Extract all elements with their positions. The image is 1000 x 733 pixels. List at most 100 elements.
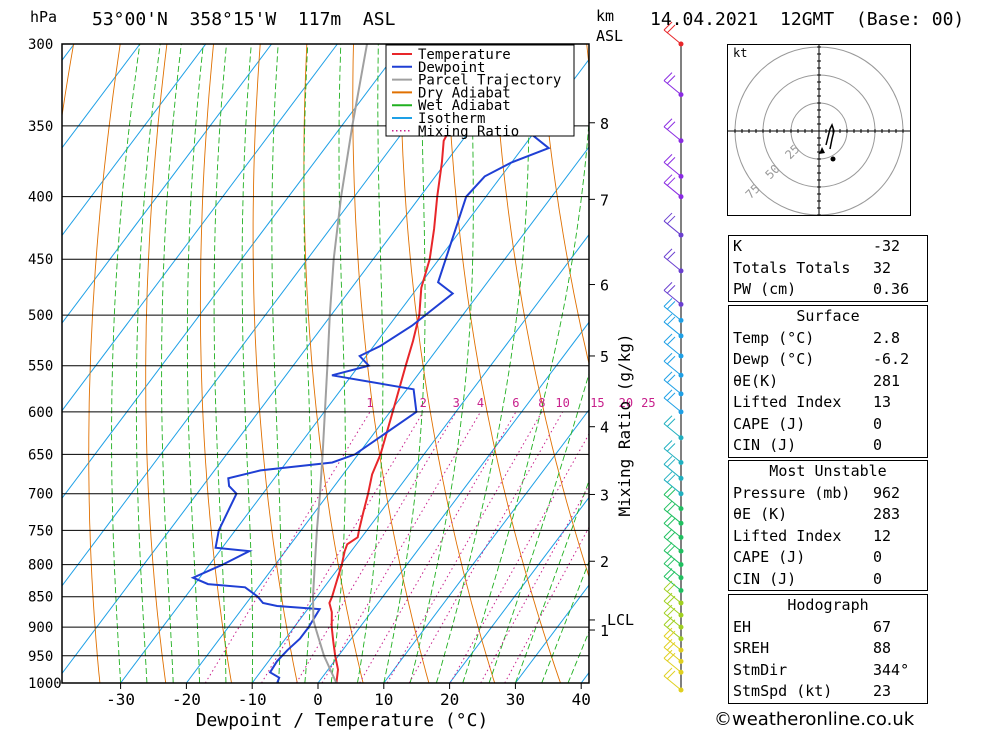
station-title: 53°00'N 358°15'W 117m ASL — [92, 9, 396, 30]
isotherm-line — [317, 321, 589, 683]
x-tick-label: -20 — [172, 690, 201, 709]
index-value: 12 — [873, 526, 892, 545]
isotherm-line — [62, 44, 207, 237]
wind-barb — [663, 212, 684, 238]
wind-barb-staff — [663, 29, 682, 45]
wind-barb-staff — [663, 624, 682, 640]
table-title: Most Unstable — [769, 462, 887, 480]
wind-barb-flag — [663, 174, 673, 184]
wind-barb — [663, 542, 684, 568]
wind-barb — [663, 313, 684, 339]
wind-barb-flag — [666, 641, 676, 651]
wind-barb — [663, 649, 684, 675]
x-axis-label: Dewpoint / Temperature (°C) — [196, 710, 489, 731]
legend-entry: Temperature — [418, 47, 511, 63]
wind-barb — [663, 154, 684, 179]
index-label: Dewp (°C) — [733, 350, 815, 368]
wind-barb-flag — [666, 285, 676, 294]
table-row: Lifted Index 13 — [729, 392, 927, 414]
wind-barb-staff — [663, 588, 682, 604]
dry-adiabat-line — [252, 44, 298, 683]
table-row: θE(K) 281 — [729, 371, 927, 393]
index-value: 0 — [873, 414, 883, 433]
mixing-ratio-label: 20 — [619, 396, 633, 410]
mixing-ratio-label: 25 — [641, 396, 655, 410]
isotherm-line — [383, 408, 589, 683]
table-row: K -32 — [729, 236, 927, 258]
wet-adiabat-line — [383, 44, 426, 683]
table-row: EH 67 — [729, 617, 927, 639]
wind-barb — [663, 528, 684, 554]
index-label: EH — [733, 617, 752, 636]
index-label: θE(K) — [733, 371, 779, 390]
wind-barb-staff — [663, 126, 682, 142]
wet-adiabat-line — [161, 44, 182, 683]
wind-barb-staff — [663, 182, 682, 198]
wind-barb-flag — [666, 177, 676, 187]
pressure-tick-label: 650 — [28, 447, 53, 463]
wind-barb-flag — [666, 458, 676, 468]
wind-barb-flag — [663, 455, 673, 465]
legend-entry: Parcel Trajectory — [418, 73, 561, 89]
wind-level-dot — [678, 647, 684, 653]
pressure-tick-label: 900 — [28, 620, 53, 636]
wind-level-dot — [678, 587, 684, 593]
wind-level-dot — [678, 506, 684, 512]
isotherm-line — [62, 44, 338, 412]
pressure-tick-label: 350 — [28, 119, 53, 135]
wind-barb-flag — [663, 568, 673, 577]
wind-barb-staff — [663, 657, 682, 673]
pressure-tick-label: 500 — [28, 308, 53, 324]
wind-barb-staff — [663, 397, 682, 413]
wind-barb-flag — [663, 542, 673, 551]
wind-barb — [663, 486, 684, 512]
wind-barb-flag — [666, 670, 676, 680]
wind-level-dot — [678, 491, 684, 497]
km-tick-label: 2 — [600, 553, 609, 571]
km-tick-label: 1 — [600, 622, 609, 640]
wind-barb-flag — [663, 313, 673, 323]
wind-level-dot — [678, 687, 684, 693]
wind-barb-flag — [663, 352, 673, 362]
wind-barb-flag — [666, 215, 676, 225]
parcel-trajectory-profile — [311, 44, 368, 683]
wind-barb — [663, 371, 684, 397]
dry-adiabat-line — [399, 44, 496, 683]
mixing-ratio-axis-label: Mixing Ratio (g/kg) — [615, 333, 634, 516]
wind-barb-flag — [663, 514, 673, 524]
wet-adiabat-line — [213, 44, 227, 683]
x-tick-label: 10 — [374, 690, 393, 709]
table-row: CAPE (J) 0 — [729, 547, 927, 569]
wind-barb-flag — [666, 443, 676, 452]
credit-label: ©weatheronline.co.uk — [714, 709, 915, 730]
mixing-ratio-label: 8 — [538, 396, 545, 410]
index-label: CIN (J) — [733, 569, 797, 588]
mixing-ratio-line — [504, 526, 589, 683]
wind-barb-flag — [666, 374, 676, 384]
wind-barb — [663, 352, 684, 378]
table-row: CAPE (J) 0 — [729, 414, 927, 436]
table-title: Surface — [796, 307, 860, 325]
wind-level-dot — [678, 562, 684, 568]
x-tick-label: 20 — [440, 690, 459, 709]
wind-barb-flag — [663, 667, 673, 677]
wind-level-dot — [678, 92, 684, 98]
wind-barb-flag — [666, 24, 676, 34]
wind-barb-staff — [663, 494, 682, 510]
wind-level-dot — [678, 575, 684, 581]
wind-barb-staff — [663, 162, 682, 177]
wind-barb-flag — [663, 118, 673, 128]
wind-barb-staff — [663, 256, 682, 272]
pressure-tick-label: 550 — [28, 359, 53, 375]
mixing-ratio-label: 1 — [366, 396, 373, 410]
wind-barb-staff — [663, 341, 682, 357]
wind-barb — [663, 471, 684, 497]
table-row: Lifted Index 12 — [729, 526, 927, 548]
wind-barb-staff — [663, 360, 682, 376]
wet-adiabat-line — [357, 44, 384, 683]
wind-level-dot — [678, 268, 684, 274]
wind-level-dot — [678, 194, 684, 200]
index-value: -32 — [873, 237, 901, 255]
temperature-profile — [328, 44, 490, 683]
index-label: θE (K) — [733, 505, 788, 523]
